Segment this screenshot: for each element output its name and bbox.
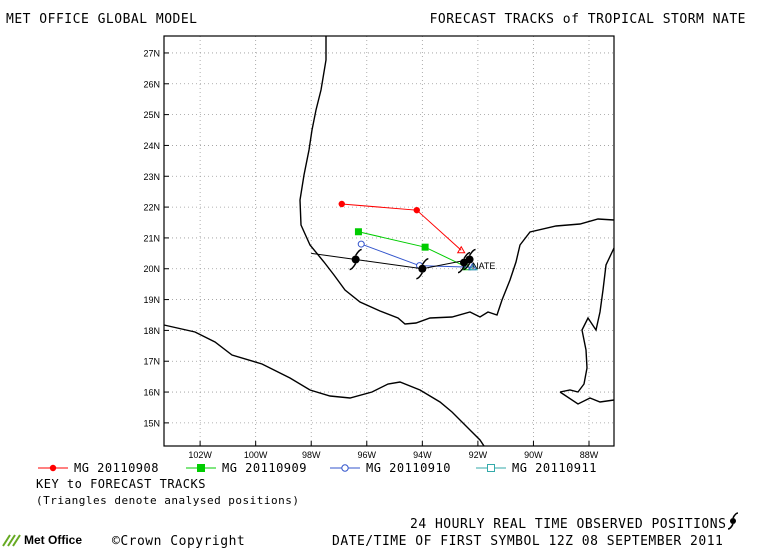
forecast-point bbox=[357, 240, 365, 248]
coastline bbox=[163, 36, 615, 447]
lon-tick-label: 94W bbox=[413, 450, 432, 460]
legend-label-2: MG 20110910 bbox=[366, 461, 451, 475]
observed-track-line bbox=[311, 252, 470, 270]
forecast-tracks bbox=[338, 200, 479, 271]
lat-tick-label: 19N bbox=[143, 295, 160, 305]
observed-position-symbol bbox=[457, 251, 471, 274]
lon-tick-label: 100W bbox=[244, 450, 268, 460]
legend-item-3: MG 20110911 bbox=[476, 461, 597, 475]
observed-position-symbol bbox=[416, 257, 429, 280]
storm-label: NATE bbox=[472, 261, 495, 271]
analysed-position-triangle bbox=[456, 245, 466, 254]
key-title: KEY to FORECAST TRACKS bbox=[36, 477, 206, 491]
legend-item-1: MG 20110909 bbox=[186, 461, 307, 475]
lat-tick-label: 27N bbox=[143, 48, 160, 58]
coast-pacific bbox=[163, 324, 485, 447]
key-note: (Triangles denote analysed positions) bbox=[36, 494, 300, 507]
logo-text: Met Office bbox=[24, 533, 83, 547]
lat-tick-label: 22N bbox=[143, 203, 160, 213]
met-office-logo-icon bbox=[2, 534, 21, 547]
coast-honduras bbox=[559, 391, 615, 405]
datetime-text: DATE/TIME OF FIRST SYMBOL 12Z 08 SEPTEMB… bbox=[332, 534, 724, 549]
map-grid bbox=[164, 36, 614, 446]
lon-tick-label: 102W bbox=[188, 450, 212, 460]
legend-marker-1 bbox=[186, 464, 216, 472]
coast-mexico-gulf bbox=[299, 36, 615, 325]
legend-marker-3 bbox=[476, 464, 506, 472]
map-frame bbox=[163, 35, 615, 447]
lon-tick-label: 96W bbox=[358, 450, 377, 460]
lat-tick-label: 15N bbox=[143, 418, 160, 428]
lat-tick-label: 17N bbox=[143, 357, 160, 367]
lat-tick-label: 20N bbox=[143, 264, 160, 274]
forecast-point bbox=[413, 206, 420, 214]
lat-tick-label: 21N bbox=[143, 233, 160, 243]
legend-item-2: MG 20110910 bbox=[330, 461, 451, 475]
lat-tick-label: 25N bbox=[143, 110, 160, 120]
observed-position-symbol bbox=[349, 248, 362, 271]
legend-label-0: MG 20110908 bbox=[74, 461, 159, 475]
observed-note: 24 HOURLY REAL TIME OBSERVED POSITIONS bbox=[410, 517, 727, 532]
legend-item-0: MG 20110908 bbox=[38, 461, 159, 475]
met-office-logo: Met Office bbox=[2, 533, 82, 547]
map-header-right: FORECAST TRACKS of TROPICAL STORM NATE bbox=[429, 12, 746, 27]
hurricane-symbol-icon bbox=[727, 512, 739, 530]
legend-marker-2 bbox=[330, 464, 360, 472]
lon-tick-label: 90W bbox=[524, 450, 543, 460]
forecast-point bbox=[421, 243, 429, 251]
forecast-point bbox=[338, 200, 345, 208]
legend-label-1: MG 20110909 bbox=[222, 461, 307, 475]
lat-tick-label: 24N bbox=[143, 141, 160, 151]
legend-marker-0 bbox=[38, 464, 68, 472]
axis-ticks: 27N 26N 25N 24N 23N 22N 21N 20N 19N 18N 17N 16N 15N 1… bbox=[143, 48, 598, 460]
observed-positions bbox=[311, 248, 476, 280]
lat-tick-label: 18N bbox=[143, 326, 160, 336]
analysed-position-triangle bbox=[469, 262, 479, 271]
lat-tick-label: 26N bbox=[143, 79, 160, 89]
map-header-left: MET OFFICE GLOBAL MODEL bbox=[6, 12, 198, 27]
coast-yucatan-east bbox=[559, 247, 615, 393]
lon-tick-label: 98W bbox=[302, 450, 321, 460]
copyright-text: ©Crown Copyright bbox=[112, 534, 246, 549]
lat-tick-label: 16N bbox=[143, 388, 160, 398]
lat-tick-label: 23N bbox=[143, 172, 160, 182]
forecast-point bbox=[354, 228, 362, 236]
lon-tick-label: 92W bbox=[469, 450, 488, 460]
legend-label-3: MG 20110911 bbox=[512, 461, 597, 475]
lon-tick-label: 88W bbox=[580, 450, 599, 460]
